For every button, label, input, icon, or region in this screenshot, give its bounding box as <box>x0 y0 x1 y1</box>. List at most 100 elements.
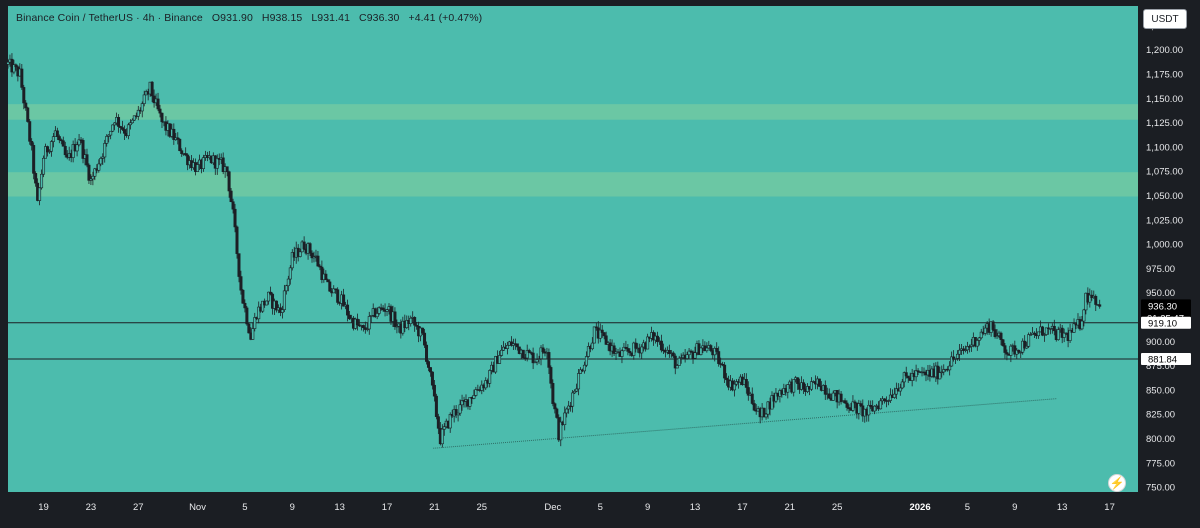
candle-body <box>948 365 952 371</box>
candle-body <box>634 342 638 349</box>
candle-body <box>628 351 632 354</box>
candle-body <box>280 309 284 313</box>
candle-body <box>57 136 61 141</box>
currency-unit-button[interactable]: USDT <box>1143 9 1187 29</box>
candle-body <box>689 350 693 353</box>
candle-body <box>59 139 63 142</box>
supply-zones <box>8 104 1138 197</box>
candle-body <box>1094 295 1098 305</box>
time-tick-label: 21 <box>784 502 795 513</box>
candle-body <box>361 325 365 328</box>
candle-body <box>521 349 525 359</box>
candle-body <box>565 408 569 414</box>
candle-body <box>448 414 452 429</box>
price-tick-label: 750.00 <box>1146 483 1175 494</box>
candle-body <box>553 403 557 410</box>
candle-body <box>1037 331 1041 337</box>
candle-body <box>284 285 288 292</box>
candle-body <box>425 344 429 362</box>
candle-body <box>290 252 294 269</box>
candle-body <box>632 342 636 356</box>
candle-body <box>715 348 719 352</box>
candle-body <box>1029 334 1033 336</box>
price-tick-label: 975.00 <box>1146 264 1175 275</box>
open-value: O931.90 <box>211 12 253 24</box>
candle-body <box>1027 334 1031 347</box>
price-tick-label: 1,100.00 <box>1146 142 1183 153</box>
candle-body <box>770 395 774 410</box>
candle-body <box>1072 323 1076 333</box>
candle-body <box>373 308 377 318</box>
candle-body <box>196 164 200 172</box>
candle-body <box>286 278 290 287</box>
candle-body <box>225 166 229 173</box>
candle-body <box>426 361 430 368</box>
candle-body <box>34 173 38 184</box>
candle-body <box>845 402 849 408</box>
candle-body <box>624 346 628 349</box>
time-tick-label: 9 <box>290 502 295 513</box>
candle-body <box>886 400 890 402</box>
candle-body <box>245 307 249 325</box>
candle-body <box>111 124 115 132</box>
candle-body <box>142 94 146 104</box>
candle-body <box>421 327 425 334</box>
candle-body <box>802 382 806 390</box>
candle-body <box>423 332 427 346</box>
time-tick-label: 5 <box>598 502 603 513</box>
candle-body <box>132 115 136 121</box>
candle-body <box>227 171 231 192</box>
candle-body <box>906 375 910 379</box>
candle-body <box>355 318 359 326</box>
candle-body <box>75 144 79 152</box>
candle-body <box>28 121 32 142</box>
candle-body <box>604 335 608 345</box>
candle-body <box>734 381 738 385</box>
candle-body <box>150 81 154 97</box>
candle-body <box>831 392 835 401</box>
plot-background[interactable] <box>8 6 1138 492</box>
candle-body <box>709 345 713 351</box>
candle-body <box>243 302 247 309</box>
candle-body <box>555 408 559 418</box>
candle-body <box>786 384 790 393</box>
lightning-bolt-icon[interactable]: ⚡ <box>1108 474 1126 492</box>
candle-body <box>898 387 902 392</box>
candle-body <box>746 387 750 396</box>
lower-line-price-tag: 881.84 <box>1148 354 1177 365</box>
candle-body <box>91 175 95 180</box>
candle-body <box>32 145 36 174</box>
candle-body <box>235 226 239 254</box>
candle-body <box>687 350 691 356</box>
candle-body <box>705 347 709 352</box>
candle-body <box>527 350 531 353</box>
time-tick-label: 17 <box>382 502 393 513</box>
candle-body <box>732 383 736 391</box>
candle-body <box>158 108 162 114</box>
candle-body <box>342 294 346 307</box>
candle-body <box>1040 326 1044 336</box>
price-tick-label: 1,025.00 <box>1146 215 1183 226</box>
candle-body <box>81 140 85 159</box>
candle-body <box>77 139 81 146</box>
high-value: H938.15 <box>261 12 303 24</box>
candle-body <box>184 153 188 156</box>
candle-body <box>894 388 898 395</box>
candle-body <box>1068 329 1072 341</box>
candle-body <box>288 267 292 280</box>
candle-body <box>221 157 225 172</box>
candle-body <box>201 157 205 169</box>
candle-body <box>883 398 887 401</box>
candle-body <box>750 393 754 404</box>
candle-body <box>460 400 464 406</box>
price-axis-background[interactable] <box>1138 6 1192 492</box>
candle-body <box>377 307 381 314</box>
candle-body <box>537 358 541 360</box>
candle-body <box>1023 340 1027 349</box>
candle-body <box>598 329 602 339</box>
candle-body <box>369 315 373 317</box>
time-tick-label: Nov <box>189 502 206 513</box>
candle-body <box>117 117 121 127</box>
candle-body <box>677 357 681 366</box>
